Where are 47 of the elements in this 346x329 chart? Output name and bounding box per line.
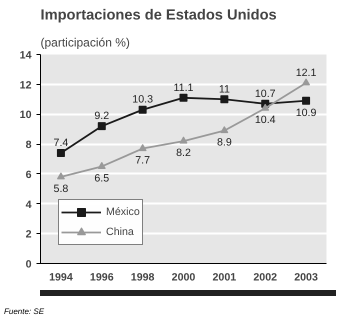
chart-title: Importaciones de Estados Unidos — [40, 8, 277, 24]
y-tick-label: 6 — [26, 168, 32, 181]
data-label: 8.9 — [216, 136, 232, 149]
point — [220, 126, 228, 134]
data-label: 10.4 — [254, 114, 276, 126]
point — [138, 144, 147, 152]
data-label: 11 — [218, 83, 230, 96]
point — [180, 94, 188, 102]
data-label: 8.2 — [176, 147, 191, 160]
point — [261, 104, 270, 111]
y-tick-label: 8 — [26, 139, 32, 152]
y-tick-label: 12 — [20, 79, 32, 92]
point — [138, 106, 147, 114]
x-tick-label: 2002 — [253, 272, 278, 284]
data-label: 7.7 — [135, 154, 150, 167]
x-tick-label: 1996 — [90, 272, 114, 284]
x-tick-label: 1994 — [49, 272, 73, 284]
legend-label: México — [106, 206, 140, 218]
data-label: 11.1 — [174, 82, 194, 94]
data-label: 10.9 — [296, 106, 317, 119]
legend-label: China — [106, 226, 134, 238]
y-tick-label: 10 — [20, 109, 32, 122]
point — [56, 172, 65, 180]
point — [220, 95, 228, 104]
data-label: 5.8 — [54, 182, 68, 195]
x-tick-label: 2000 — [172, 272, 196, 284]
x-tick-label: 2003 — [294, 272, 318, 284]
point — [98, 162, 106, 169]
data-label: 10.3 — [132, 94, 154, 106]
point — [180, 136, 188, 144]
point — [302, 78, 310, 86]
data-label: 10.7 — [254, 88, 276, 100]
data-label: 7.4 — [54, 137, 68, 150]
y-tick-label: 4 — [26, 198, 32, 211]
point — [98, 122, 106, 130]
chart-subtitle: (participación %) — [40, 36, 130, 50]
y-tick-label: 0 — [26, 258, 32, 270]
x-tick-label: 1998 — [130, 272, 155, 284]
source-note: Fuente: SE — [4, 306, 44, 318]
data-label: 6.5 — [94, 172, 110, 184]
point — [56, 149, 65, 158]
point — [302, 96, 310, 105]
y-tick-label: 14 — [20, 50, 32, 62]
data-label: 9.2 — [94, 110, 110, 122]
y-tick-label: 2 — [26, 228, 32, 241]
x-tick-label: 2001 — [212, 272, 236, 284]
data-label: 12.1 — [296, 66, 317, 79]
